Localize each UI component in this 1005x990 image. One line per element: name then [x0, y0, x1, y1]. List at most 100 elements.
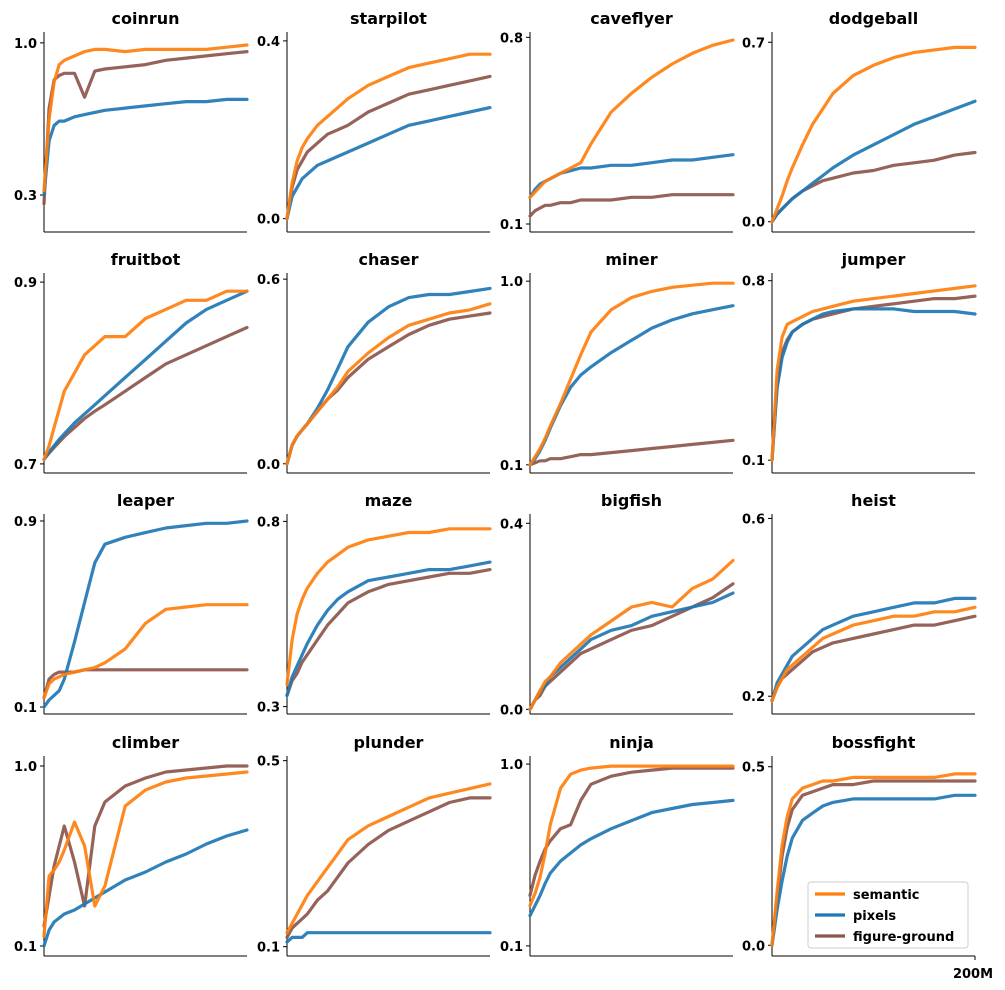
panel-climber: climber 0.1 1.0: [14, 733, 249, 957]
panel-chaser: chaser 0.0 0.6: [257, 250, 492, 474]
series-line-figure-ground: [42, 325, 249, 461]
series-line-pixels: [285, 560, 492, 698]
series-line-figure-ground: [42, 49, 249, 206]
y-tick-label: 0.3: [14, 189, 37, 204]
y-tick-label: 1.0: [14, 760, 37, 775]
panel-title: plunder: [354, 733, 424, 752]
series-line-semantic: [285, 782, 492, 935]
panel-title: maze: [365, 491, 413, 510]
legend-box: [807, 881, 969, 949]
series-line-pixels: [285, 286, 492, 466]
panel-bigfish: bigfish 0.0 0.4: [500, 491, 735, 718]
series-line-pixels: [528, 591, 735, 711]
y-tick-label: 0.3: [257, 701, 280, 716]
y-tick-label: 0.0: [257, 213, 280, 228]
series-line-pixels: [528, 798, 735, 918]
panel-title: starpilot: [350, 9, 427, 28]
series-line-pixels: [285, 105, 492, 221]
y-tick-label: 0.8: [742, 275, 765, 290]
panel-title: climber: [112, 733, 179, 752]
y-tick-label: 0.9: [14, 276, 37, 291]
panel-title: bigfish: [601, 491, 662, 510]
panel-coinrun: coinrun 0.3 1.0: [14, 9, 249, 233]
series-line-semantic: [770, 45, 977, 224]
series-line-semantic: [42, 289, 249, 461]
y-tick-label: 0.7: [14, 458, 37, 473]
panel-ninja: ninja 0.1 1.0: [500, 733, 735, 957]
panels-layer: coinrun 0.3 1.0 starpilot 0.0 0.4 caveflyer 0.1…: [14, 9, 977, 960]
series-line-semantic: [42, 43, 249, 193]
y-tick-label: 0.5: [742, 761, 765, 776]
panel-title: miner: [605, 250, 657, 269]
panel-caveflyer: caveflyer 0.1 0.8: [500, 9, 735, 233]
series-line-pixels: [42, 519, 249, 709]
series-line-semantic: [528, 281, 735, 467]
legend-label-semantic: semantic: [853, 888, 920, 903]
series-line-pixels: [285, 931, 492, 944]
panel-title: bossfight: [832, 733, 916, 752]
series-line-semantic: [770, 284, 977, 462]
series-line-pixels: [770, 793, 977, 947]
legend-label-pixels: pixels: [853, 909, 896, 924]
y-tick-label: 0.5: [257, 755, 280, 770]
series-line-figure-ground: [770, 294, 977, 462]
panel-title: chaser: [359, 250, 419, 269]
panel-bossfight: bossfight 0.0 0.5: [742, 733, 977, 957]
series-line-figure-ground: [528, 766, 735, 898]
series-line-figure-ground: [528, 582, 735, 711]
panel-title: leaper: [117, 491, 174, 510]
series-line-semantic: [770, 772, 977, 947]
y-tick-label: 0.1: [500, 218, 523, 233]
panel-jumper: jumper 0.1 0.8: [742, 250, 977, 474]
y-tick-label: 0.1: [14, 940, 37, 955]
y-tick-label: 1.0: [14, 37, 37, 52]
series-line-semantic: [42, 603, 249, 700]
series-line-figure-ground: [285, 796, 492, 940]
y-tick-label: 0.1: [14, 701, 37, 716]
y-tick-label: 0.0: [742, 216, 765, 231]
series-line-figure-ground: [770, 779, 977, 947]
y-tick-label: 0.1: [500, 940, 523, 955]
series-line-pixels: [42, 97, 249, 197]
y-tick-label: 1.0: [500, 275, 523, 290]
legend-label-figure-ground: figure-ground: [853, 930, 954, 945]
y-tick-label: 0.4: [257, 35, 280, 50]
series-line-figure-ground: [42, 764, 249, 928]
y-tick-label: 0.0: [257, 458, 280, 473]
y-tick-label: 0.7: [742, 36, 765, 51]
panel-title: ninja: [609, 733, 654, 752]
panel-title: caveflyer: [590, 9, 673, 28]
y-tick-label: 0.0: [742, 939, 765, 954]
series-line-figure-ground: [770, 150, 977, 224]
y-tick-label: 0.6: [742, 512, 765, 527]
series-line-figure-ground: [770, 614, 977, 703]
panel-title: heist: [851, 491, 896, 510]
series-line-semantic: [285, 302, 492, 466]
series-line-figure-ground: [285, 74, 492, 221]
panel-plunder: plunder 0.1 0.5: [257, 733, 492, 957]
series-line-pixels: [42, 828, 249, 948]
panel-heist: heist 0.2 0.6: [742, 491, 977, 715]
panel-title: jumper: [841, 250, 906, 269]
y-tick-label: 0.0: [500, 703, 523, 718]
series-line-pixels: [770, 307, 977, 462]
series-line-pixels: [770, 99, 977, 224]
y-tick-label: 0.4: [500, 517, 523, 532]
series-line-figure-ground: [528, 438, 735, 467]
panel-fruitbot: fruitbot 0.7 0.9: [14, 250, 249, 474]
series-line-semantic: [42, 770, 249, 938]
y-tick-label: 0.8: [257, 515, 280, 530]
series-line-pixels: [42, 289, 249, 461]
series-line-semantic: [528, 764, 735, 908]
series-line-pixels: [528, 304, 735, 467]
panel-title: dodgeball: [829, 9, 918, 28]
panel-dodgeball: dodgeball 0.0 0.7: [742, 9, 977, 233]
series-line-semantic: [528, 558, 735, 711]
series-line-figure-ground: [285, 311, 492, 466]
series-line-semantic: [770, 605, 977, 703]
y-tick-label: 0.8: [500, 31, 523, 46]
panel-title: coinrun: [111, 9, 179, 28]
series-line-semantic: [528, 38, 735, 199]
y-tick-label: 0.1: [500, 459, 523, 474]
